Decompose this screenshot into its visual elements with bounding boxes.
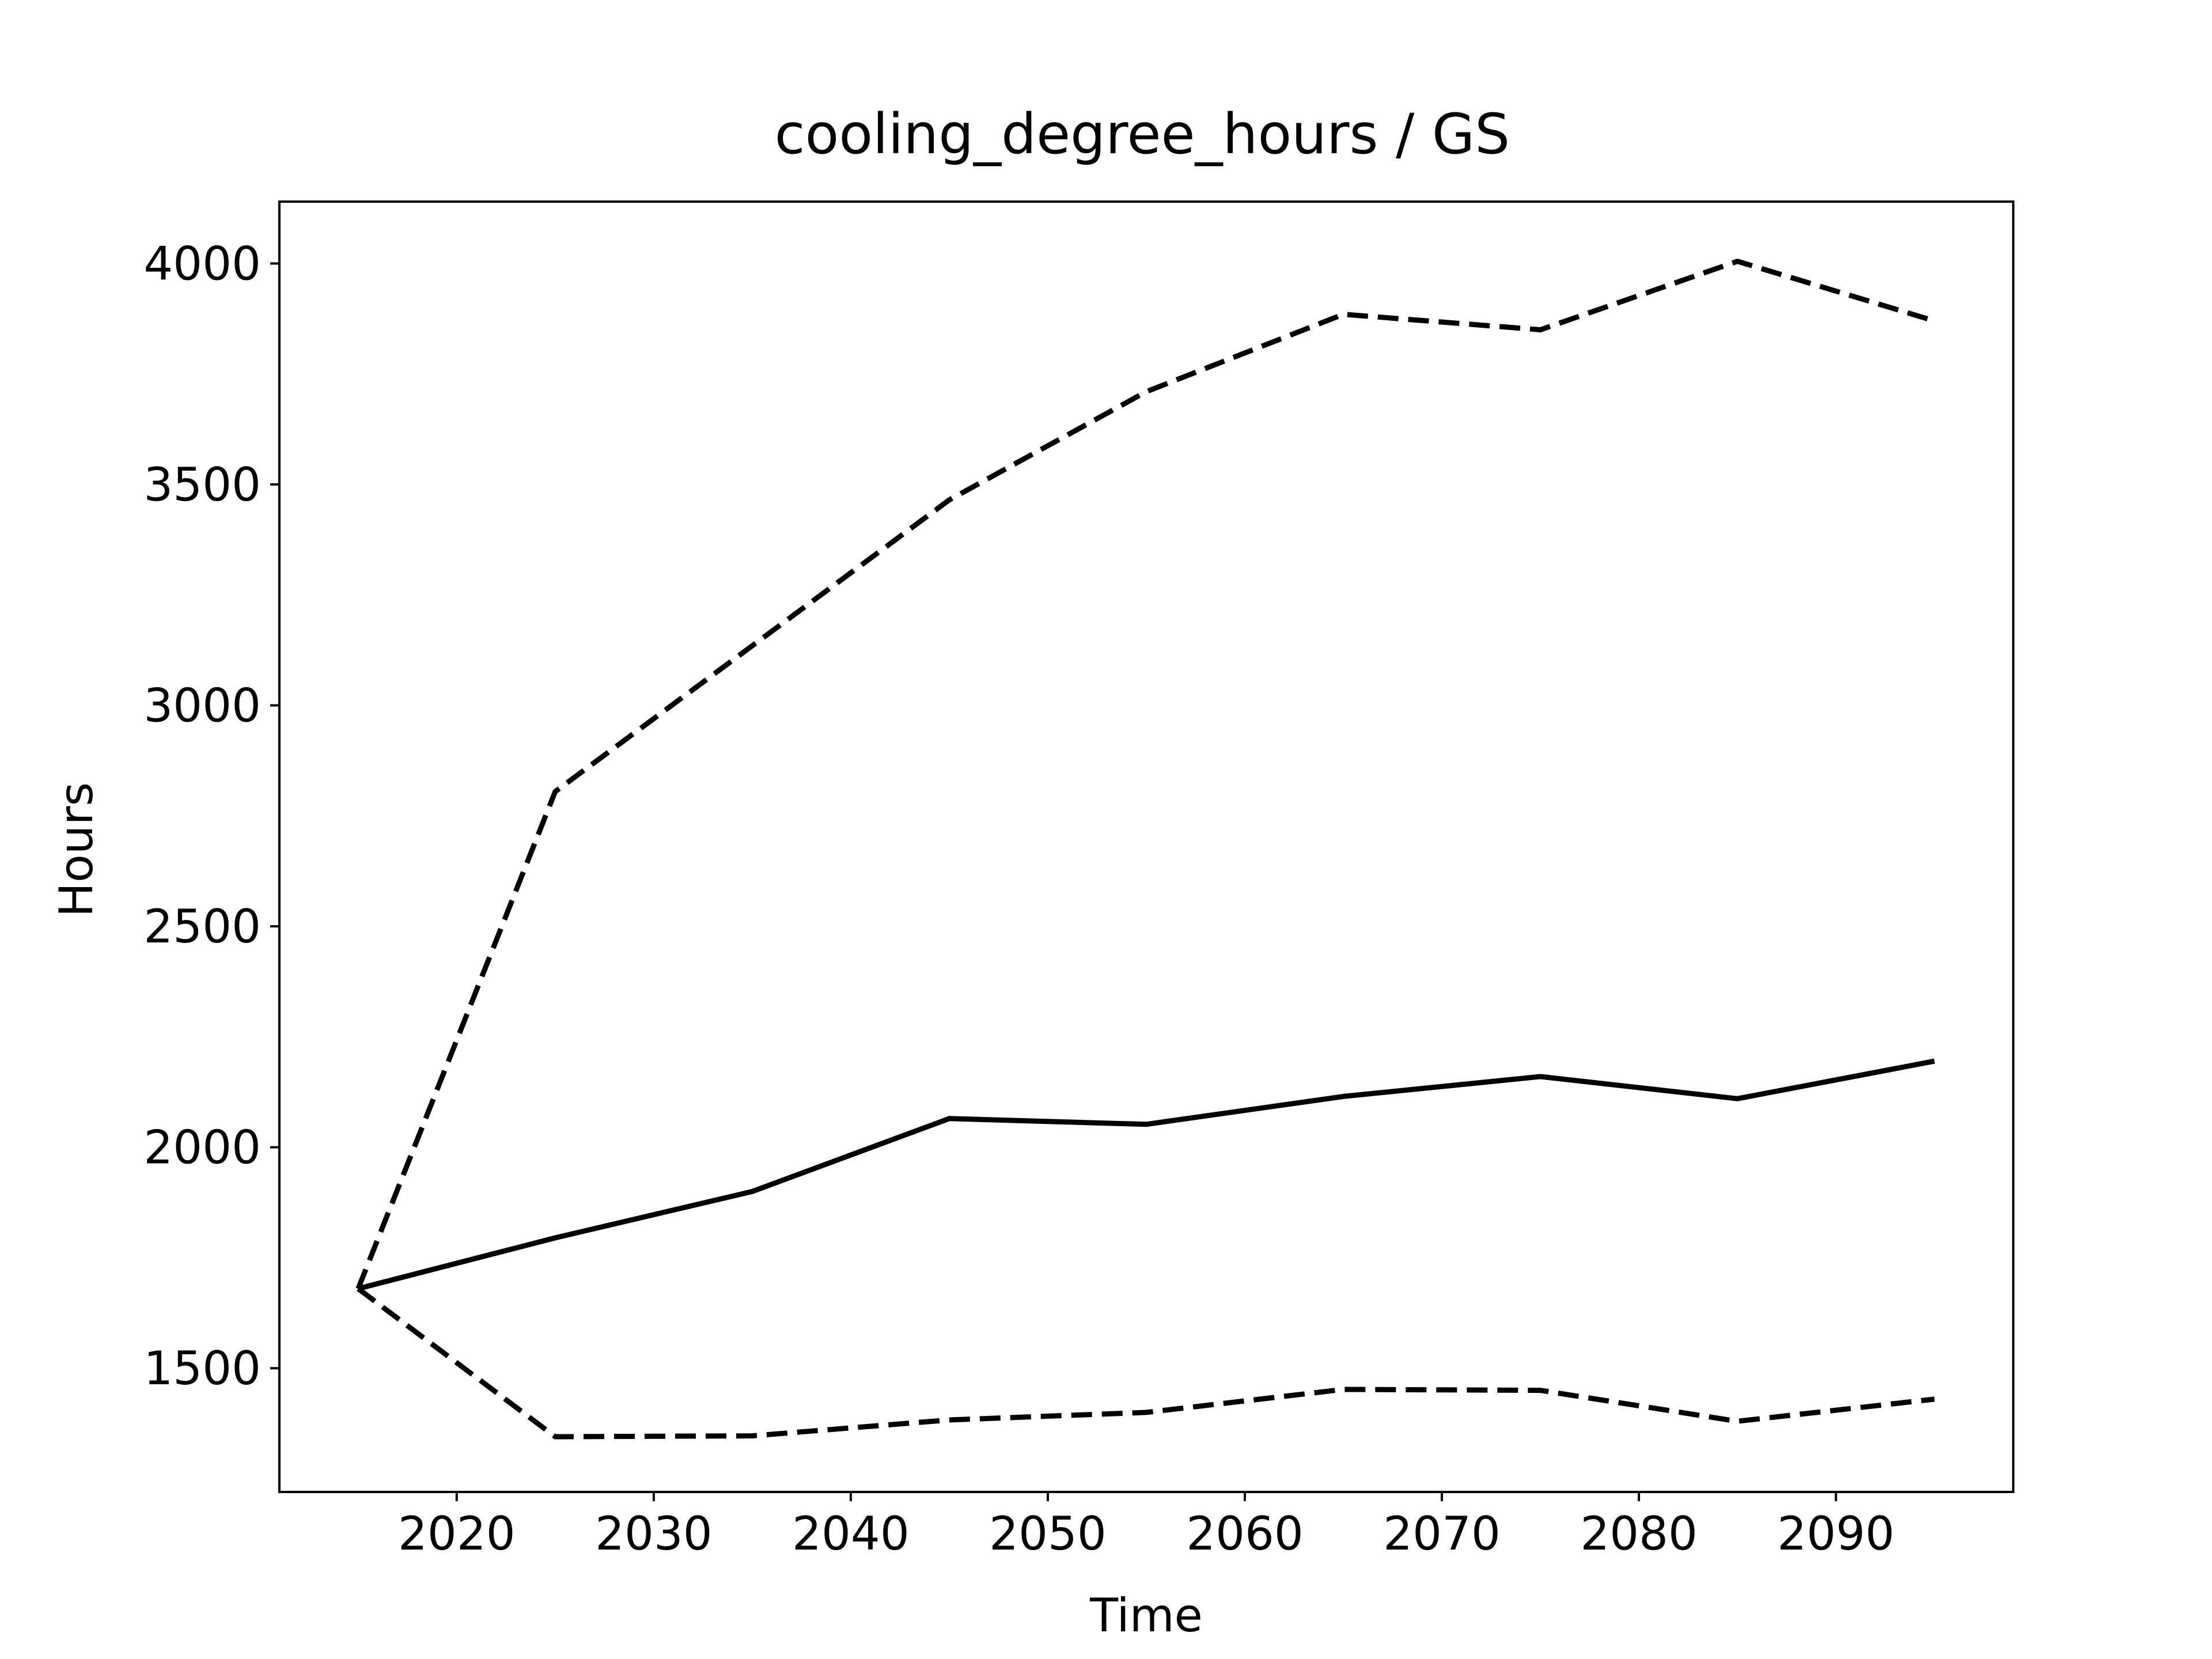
x-tick-label: 2040	[792, 1507, 910, 1560]
x-axis: 2020 2030 2040 2050 2060 2070 2080 2090	[398, 1492, 1895, 1560]
x-tick-label: 2090	[1777, 1507, 1895, 1560]
x-tick-label: 2060	[1186, 1507, 1304, 1560]
y-tick-label: 1500	[143, 1342, 261, 1395]
y-axis: 1500 2000 2500 3000 3500 4000	[143, 237, 279, 1395]
y-tick-label: 3500	[143, 458, 261, 512]
x-tick-label: 2080	[1580, 1507, 1698, 1560]
y-tick-label: 2500	[143, 900, 261, 953]
x-axis-label: Time	[1089, 1589, 1203, 1642]
y-tick-label: 3000	[143, 679, 261, 733]
x-tick-label: 2050	[989, 1507, 1107, 1560]
chart-title: cooling_degree_hours / GS	[775, 102, 1510, 166]
y-axis-label: Hours	[50, 782, 103, 917]
x-tick-label: 2070	[1383, 1507, 1501, 1560]
dashed-series-line-2	[357, 1286, 1935, 1440]
plot-area-frame	[278, 200, 2014, 1493]
x-tick-label: 2030	[595, 1507, 713, 1560]
x-tick-label: 2020	[398, 1507, 516, 1560]
dashed-series-line-0	[355, 259, 1936, 1290]
y-tick-label: 4000	[143, 237, 261, 290]
y-tick-label: 2000	[143, 1121, 261, 1175]
data-series	[355, 259, 1936, 1440]
solid-series-line-1	[357, 1058, 1936, 1291]
